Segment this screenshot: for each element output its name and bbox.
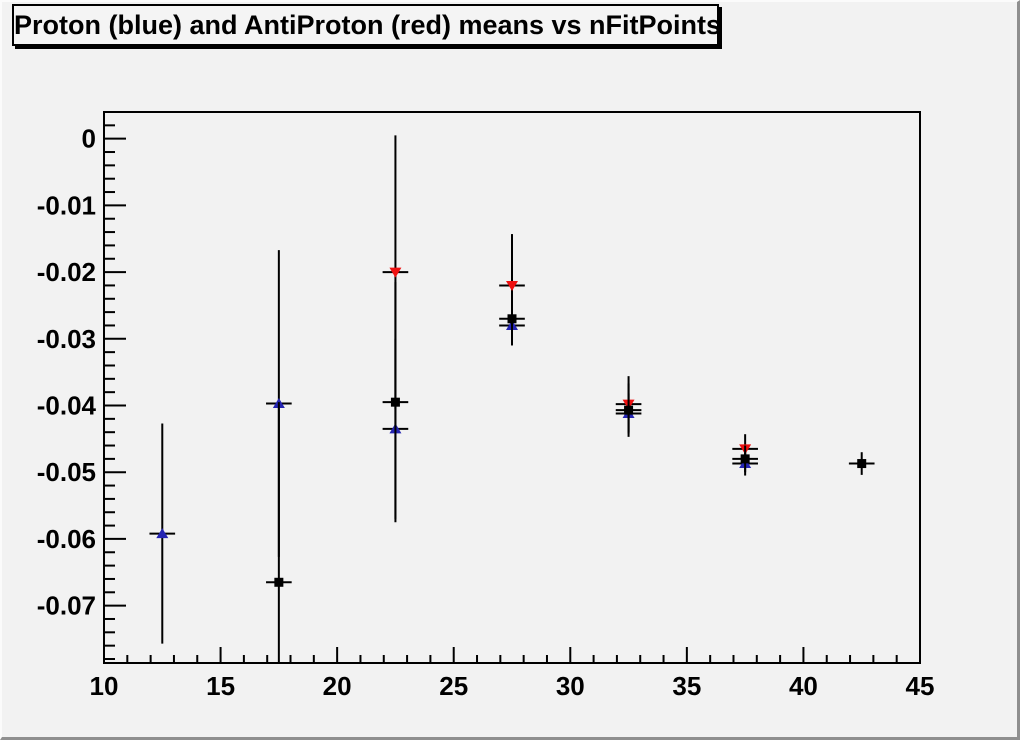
x-tick-label: 25 [439, 671, 468, 701]
x-tick-label: 45 [906, 671, 935, 701]
combined-mean-marker-square [624, 405, 634, 415]
combined-mean-marker-square [274, 577, 284, 587]
combined-mean-marker-square [507, 314, 517, 324]
antiproton-marker-triangle-down [506, 280, 518, 291]
y-tick-label: -0.04 [37, 391, 97, 421]
proton-marker-triangle-up [156, 528, 169, 539]
y-tick-label: -0.03 [37, 324, 96, 354]
y-tick-label: -0.02 [37, 257, 96, 287]
plot-frame [103, 111, 921, 664]
combined-mean-marker-square [857, 459, 867, 469]
x-tick-label: 15 [206, 671, 235, 701]
combined-mean-marker-square [740, 454, 750, 464]
y-tick-label: -0.06 [37, 524, 96, 554]
x-tick-label: 10 [90, 671, 119, 701]
chart-title: Proton (blue) and AntiProton (red) means… [14, 10, 722, 40]
y-tick-label: -0.01 [37, 190, 96, 220]
y-tick-label: -0.07 [37, 591, 96, 621]
y-tick-label: -0.05 [37, 457, 96, 487]
x-tick-label: 30 [556, 671, 585, 701]
x-tick-label: 40 [789, 671, 818, 701]
antiproton-marker-triangle-down [389, 267, 402, 278]
x-tick-label: 20 [323, 671, 352, 701]
x-tick-label: 35 [672, 671, 701, 701]
combined-mean-marker-square [390, 397, 400, 407]
y-tick-label: 0 [82, 124, 96, 154]
chart-title-box: Proton (blue) and AntiProton (red) means… [12, 4, 722, 46]
